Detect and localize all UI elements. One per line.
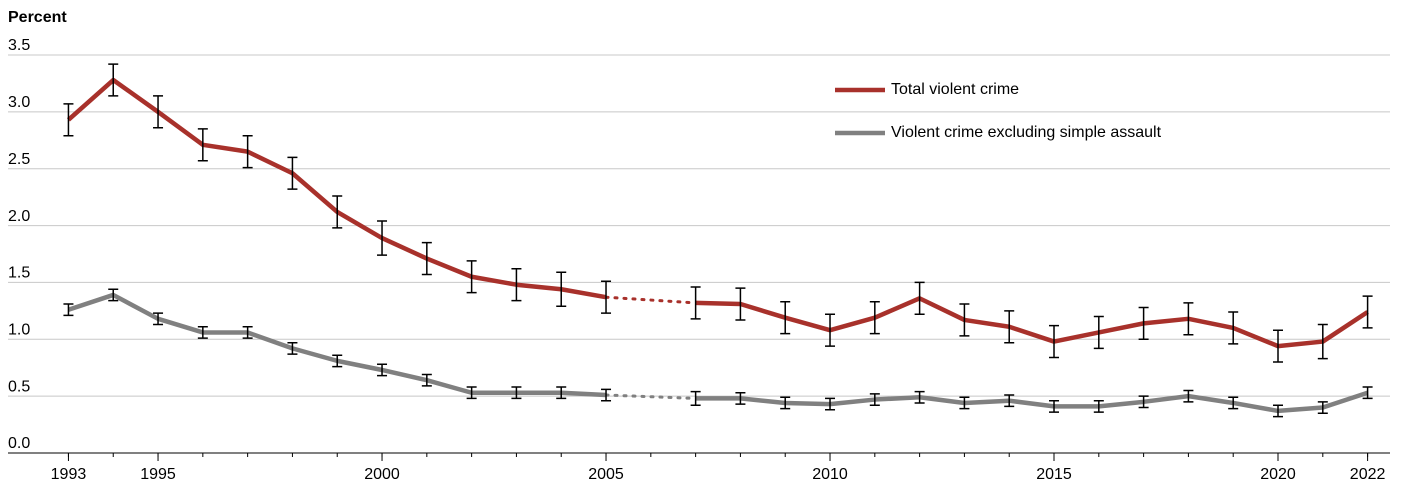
series-line — [66, 77, 607, 300]
error-bar — [914, 390, 925, 404]
error-bar — [511, 268, 522, 302]
error-bar — [1228, 311, 1239, 345]
error-bar — [690, 286, 701, 320]
error-bar — [1138, 395, 1149, 409]
x-tick-label: 2020 — [1260, 466, 1296, 483]
series-line — [67, 292, 607, 398]
error-bar — [690, 390, 701, 406]
error-bar — [1049, 324, 1060, 359]
y-tick-label: 0.0 — [8, 435, 30, 452]
series-line — [695, 296, 1369, 349]
x-tick-label: 1995 — [140, 466, 176, 483]
error-bar — [108, 288, 119, 302]
error-bar — [1004, 394, 1015, 408]
error-bar — [1183, 302, 1194, 336]
x-tick-label: 2022 — [1350, 466, 1386, 483]
error-bar — [825, 313, 836, 347]
error-bar — [1317, 323, 1328, 360]
y-tick-label: 1.0 — [8, 322, 30, 339]
error-bar — [197, 326, 208, 339]
error-bar — [914, 281, 925, 316]
x-tick-label: 2005 — [588, 466, 624, 483]
error-bar — [511, 386, 522, 400]
error-bar — [242, 326, 253, 339]
error-bar — [1273, 329, 1283, 363]
y-tick-label: 1.5 — [8, 265, 30, 282]
error-bar — [242, 134, 253, 169]
error-bar — [735, 391, 746, 405]
gap-connector — [604, 393, 698, 400]
y-axis-label: Percent — [8, 9, 67, 26]
error-bar — [1049, 399, 1060, 413]
error-bar — [63, 103, 74, 137]
error-bar — [63, 303, 74, 317]
error-bar — [1317, 401, 1328, 414]
error-bar — [780, 396, 791, 410]
error-bar — [601, 280, 612, 314]
x-tick-label: 2015 — [1036, 466, 1072, 483]
error-bar — [377, 220, 388, 256]
error-bar — [1004, 310, 1015, 344]
y-tick-label: 3.5 — [8, 37, 30, 54]
error-bar — [601, 388, 612, 402]
error-bar — [1093, 315, 1104, 350]
error-bar — [197, 128, 208, 162]
error-bar — [332, 354, 343, 368]
legend-label: Violent crime excluding simple assault — [891, 124, 1162, 141]
error-bar — [556, 386, 567, 400]
error-bar — [153, 312, 164, 326]
x-tick-label: 1993 — [51, 466, 87, 483]
error-bar — [959, 396, 970, 410]
error-bar — [1273, 404, 1283, 418]
y-tick-label: 2.5 — [8, 151, 30, 168]
y-tick-label: 3.0 — [8, 94, 30, 111]
error-bar — [287, 156, 298, 190]
error-bar — [735, 287, 746, 321]
series-line — [695, 390, 1369, 414]
error-bar — [108, 63, 119, 97]
error-bar — [466, 260, 477, 294]
x-tick-label: 2010 — [812, 466, 848, 483]
error-bar — [466, 386, 477, 400]
error-bar — [1183, 389, 1194, 403]
error-bar — [869, 393, 880, 406]
error-bar — [1228, 396, 1239, 410]
error-bar — [1362, 295, 1373, 329]
error-bar — [1138, 306, 1149, 341]
error-bar — [377, 363, 388, 377]
error-bar — [421, 241, 432, 276]
error-bar — [959, 303, 970, 337]
error-bar — [421, 373, 432, 387]
error-bar — [556, 271, 567, 308]
gap-connector — [604, 295, 698, 305]
error-bar — [153, 95, 164, 129]
legend-label: Total violent crime — [891, 81, 1019, 98]
error-bar — [825, 397, 836, 411]
error-bar — [287, 341, 298, 355]
y-tick-label: 0.5 — [8, 378, 30, 395]
error-bar — [780, 301, 791, 335]
error-bar — [332, 195, 343, 229]
x-tick-label: 2000 — [364, 466, 400, 483]
error-bar — [1362, 386, 1373, 400]
error-bar — [869, 301, 880, 335]
error-bar — [1093, 399, 1104, 413]
y-tick-label: 2.0 — [8, 208, 30, 225]
